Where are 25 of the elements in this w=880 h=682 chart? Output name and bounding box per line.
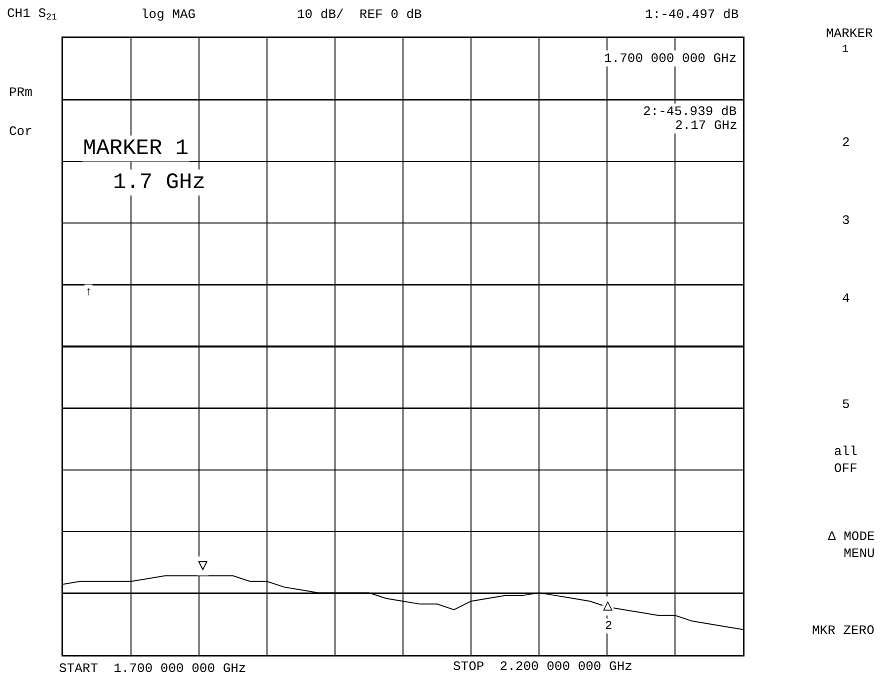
text: 5 <box>842 397 850 412</box>
text: START 1.700 000 000 GHz <box>59 661 246 676</box>
text: Cor <box>9 124 32 139</box>
annotation: 2 <box>605 619 612 633</box>
text: all OFF <box>834 444 858 476</box>
text: 1.700 000 000 GHz <box>604 51 737 66</box>
text: ↑ <box>85 285 92 299</box>
text: 4 <box>842 291 850 306</box>
text: MARKER 1 <box>83 136 189 161</box>
text: 10 dB/ REF 0 dB <box>297 7 422 22</box>
text: STOP 2.200 000 000 GHz <box>453 659 632 674</box>
text: 3 <box>842 213 850 228</box>
text: 2 <box>842 135 850 150</box>
text: 1:-40.497 dB <box>645 7 739 22</box>
text: MKR ZERO <box>812 623 875 638</box>
text: 1 <box>842 44 849 56</box>
text: 2:-45.939 dB <box>643 104 737 119</box>
text: CH1 S$_{21}$ <box>7 6 58 23</box>
annotation: ▽ <box>198 557 208 575</box>
text: MARKER <box>826 26 874 41</box>
text: PRm <box>9 85 33 100</box>
text: 2.17 GHz <box>675 118 738 133</box>
text: 1.7 GHz <box>113 170 206 195</box>
text: log MAG <box>141 7 196 22</box>
text: Δ MODE MENU <box>828 529 876 561</box>
